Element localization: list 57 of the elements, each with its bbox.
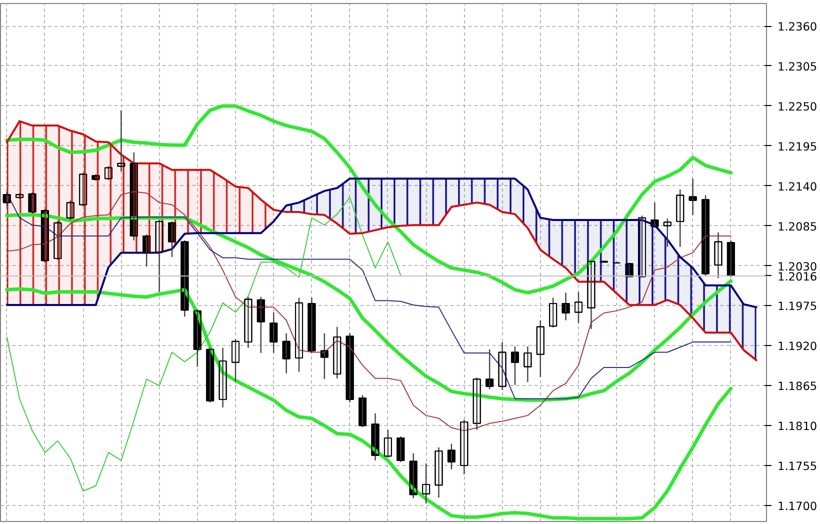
- y-tick-label: 1.2360: [778, 20, 818, 34]
- candlestick: [117, 110, 126, 172]
- candlestick: [498, 341, 506, 391]
- candlestick: [688, 178, 697, 216]
- line-series: [6, 196, 402, 492]
- candlestick: [180, 240, 189, 318]
- line-series: [6, 178, 758, 308]
- candlestick: [447, 443, 456, 470]
- candlestick: [524, 346, 532, 383]
- candlestick: [549, 297, 558, 328]
- candlestick: [384, 429, 392, 458]
- y-tick-label: 1.1865: [778, 379, 818, 394]
- candlestick: [218, 347, 227, 408]
- y-tick-label: 1.2085: [778, 219, 818, 234]
- candlestick: [346, 332, 354, 403]
- y-tick-label: 1.1755: [778, 459, 818, 474]
- candlestick: [434, 446, 443, 498]
- candlestick: [244, 296, 252, 348]
- line-series: [5, 104, 733, 294]
- y-tick-label: 1.2250: [778, 99, 818, 114]
- candlestick: [536, 320, 544, 378]
- line-series: [5, 287, 733, 520]
- candlestick: [333, 326, 342, 379]
- y-tick-label: 1.2305: [778, 59, 818, 74]
- candlestick: [232, 338, 240, 382]
- candlestick: [409, 452, 418, 499]
- y-tick-label: 1.2195: [778, 139, 818, 154]
- line-series: [6, 120, 758, 362]
- candlestick: [486, 348, 494, 390]
- y-tick-label: 1.1975: [778, 299, 818, 314]
- candlestick: [308, 297, 316, 354]
- candlestick: [472, 377, 481, 431]
- candlestick: [422, 462, 430, 504]
- candlestick: [663, 218, 672, 248]
- candlestick: [371, 412, 380, 462]
- candlestick: [574, 291, 582, 324]
- candlestick: [714, 232, 722, 279]
- y-tick-label: 1.1920: [778, 339, 818, 354]
- candlestick: [460, 419, 468, 475]
- candlestick: [358, 394, 367, 428]
- candlestick: [702, 194, 710, 277]
- candlestick: [396, 436, 405, 463]
- candlestick: [562, 292, 570, 321]
- y-tick-label: 1.1700: [778, 499, 818, 514]
- candlestick: [206, 347, 214, 403]
- candlestick: [282, 332, 290, 374]
- candlestick: [295, 297, 304, 372]
- y-tick-label: 1.2140: [778, 179, 818, 194]
- candlestick: [270, 312, 278, 354]
- candlestick: [510, 346, 519, 386]
- candlestick: [193, 308, 202, 368]
- candlestick: [676, 188, 684, 248]
- candlestick: [256, 296, 265, 354]
- y-tick-label: 1.1810: [778, 419, 818, 434]
- candlestick: [320, 332, 328, 380]
- candlestick: [726, 240, 735, 278]
- candlestick: [650, 202, 659, 229]
